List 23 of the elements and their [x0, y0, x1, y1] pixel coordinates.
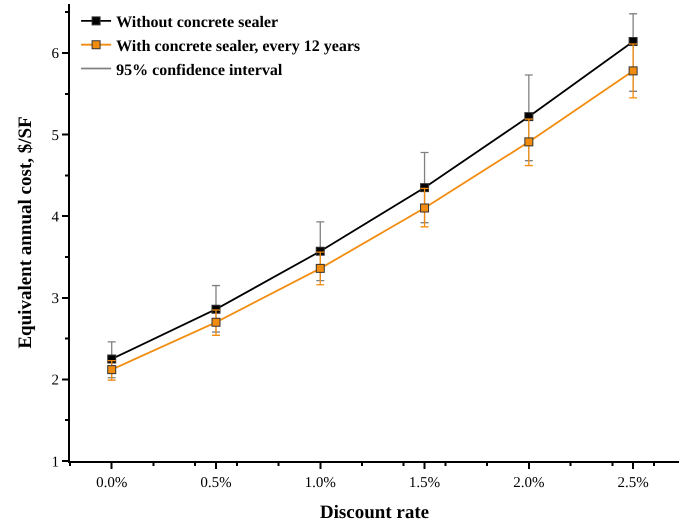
y-tick-label: 6 — [52, 46, 60, 62]
point — [211, 318, 220, 327]
y-tick-label: 1 — [52, 454, 59, 470]
point — [420, 204, 430, 213]
x-tick-label: 1.0% — [304, 475, 336, 491]
x-tick-label: 2.5% — [617, 475, 649, 491]
y-axis-title: Equivalent annual cost, $/SF — [14, 116, 36, 349]
legend-label: 95% confidence interval — [116, 62, 283, 79]
y-tick-label: 3 — [52, 291, 59, 308]
point — [628, 66, 638, 76]
legend-label: Without concrete sealer — [116, 14, 278, 32]
x-axis-title: Discount rate — [320, 502, 430, 523]
x-tick-label: 0.0% — [96, 475, 128, 491]
x-tick-label: 1.5% — [408, 475, 440, 491]
y-tick-label: 5 — [52, 128, 59, 144]
x-tick-label: 0.5% — [200, 475, 232, 491]
legend-label: With concrete sealer, every 12 years — [116, 38, 360, 55]
point — [107, 365, 116, 374]
point — [524, 137, 534, 146]
point — [316, 264, 325, 273]
y-tick-label: 4 — [52, 209, 60, 226]
x-tick-label: 2.0% — [513, 475, 544, 491]
y-tick-label: 2 — [52, 372, 59, 389]
